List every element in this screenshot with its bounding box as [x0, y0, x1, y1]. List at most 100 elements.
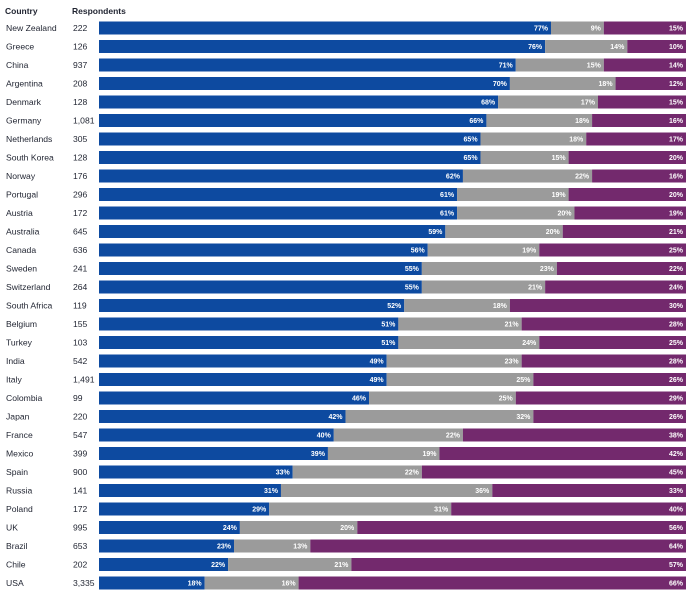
bar-value-label: 24%: [669, 285, 684, 292]
respondents-value: 653: [73, 541, 88, 551]
bar-segment-1: [99, 576, 205, 590]
respondents-value: 220: [73, 412, 88, 422]
country-label: Germany: [6, 116, 42, 126]
bar-segment-3: [592, 169, 686, 183]
bar-segment-1: [99, 428, 334, 442]
bar-segment-3: [539, 243, 686, 257]
bar-segment-2: [498, 95, 598, 109]
bar-value-label: 65%: [464, 137, 479, 144]
bar-segment-2: [457, 188, 569, 201]
country-label: Norway: [6, 171, 36, 181]
bar-value-label: 23%: [540, 266, 555, 273]
bar-segment-1: [99, 58, 516, 72]
bar-segment-2: [369, 391, 516, 405]
bar-value-label: 65%: [464, 155, 479, 162]
country-label: Colombia: [6, 393, 43, 403]
bar-segment-2: [445, 225, 563, 238]
bar-value-label: 19%: [552, 192, 567, 199]
bar-value-label: 24%: [522, 340, 537, 347]
bar-segment-1: [99, 77, 510, 90]
bar-value-label: 22%: [405, 470, 420, 477]
country-label: New Zealand: [6, 23, 57, 33]
bar-segment-3: [568, 151, 686, 164]
bar-value-label: 10%: [669, 44, 684, 51]
respondents-value: 176: [73, 171, 88, 181]
bar-value-label: 23%: [505, 359, 520, 366]
respondents-value: 241: [73, 264, 88, 274]
bar-segment-1: [99, 188, 458, 201]
country-label: Chile: [6, 560, 26, 570]
respondents-value: 296: [73, 190, 88, 200]
bar-value-label: 33%: [669, 488, 684, 495]
country-label: UK: [6, 523, 18, 533]
bar-value-label: 9%: [591, 26, 602, 33]
bar-value-label: 18%: [575, 118, 590, 125]
bar-segment-3: [603, 58, 686, 72]
bar-value-label: 22%: [211, 562, 226, 569]
bar-segment-3: [574, 206, 686, 220]
bar-segment-1: [99, 539, 235, 553]
bar-segment-1: [99, 373, 387, 386]
bar-segment-2: [550, 21, 604, 35]
bar-segment-2: [486, 114, 593, 127]
bar-segment-3: [357, 521, 686, 534]
respondents-value: 155: [73, 319, 88, 329]
bar-segment-1: [99, 317, 399, 331]
country-label: Denmark: [6, 97, 42, 107]
country-label: Belgium: [6, 319, 37, 329]
country-label: France: [6, 430, 33, 440]
bar-value-label: 20%: [557, 211, 572, 218]
bar-value-label: 13%: [293, 544, 308, 551]
bar-value-label: 51%: [381, 340, 396, 347]
bar-value-label: 76%: [528, 44, 543, 51]
bar-segment-1: [99, 132, 481, 146]
bar-value-label: 32%: [516, 414, 531, 421]
bar-segment-2: [345, 410, 534, 423]
country-label: Mexico: [6, 449, 33, 459]
bar-value-label: 25%: [499, 396, 514, 403]
bar-value-label: 68%: [481, 100, 496, 107]
bar-value-label: 29%: [669, 396, 684, 403]
bar-segment-1: [99, 410, 346, 423]
respondents-value: 995: [73, 523, 88, 533]
bar-segment-3: [545, 280, 686, 294]
country-label: Sweden: [6, 264, 37, 274]
country-label: South Korea: [6, 153, 54, 163]
bar-value-label: 29%: [252, 507, 267, 514]
bar-value-label: 62%: [446, 174, 461, 181]
bar-value-label: 25%: [669, 248, 684, 255]
bar-segment-2: [515, 58, 604, 72]
bar-value-label: 56%: [411, 248, 426, 255]
bar-segment-2: [427, 243, 540, 257]
country-label: India: [6, 356, 25, 366]
bar-value-label: 17%: [581, 100, 596, 107]
country-label: Poland: [6, 504, 33, 514]
bar-segment-3: [310, 539, 686, 553]
bar-segment-3: [568, 188, 686, 201]
bar-segment-3: [521, 354, 686, 368]
bar-value-label: 57%: [669, 562, 684, 569]
bar-value-label: 25%: [516, 377, 531, 384]
respondents-value: 547: [73, 430, 88, 440]
respondents-value: 208: [73, 79, 88, 89]
bar-segment-1: [99, 151, 481, 164]
country-label: Portugal: [6, 190, 38, 200]
bar-segment-1: [99, 206, 458, 220]
bar-value-label: 59%: [428, 229, 443, 236]
respondents-value: 645: [73, 227, 88, 237]
bar-value-label: 17%: [669, 137, 684, 144]
bar-segment-3: [451, 502, 686, 516]
bar-segment-2: [234, 539, 311, 553]
bar-value-label: 14%: [669, 63, 684, 70]
bar-value-label: 38%: [669, 433, 684, 440]
bar-segment-2: [480, 132, 587, 146]
bar-value-label: 33%: [276, 470, 291, 477]
country-label: South Africa: [6, 301, 53, 311]
bar-value-label: 24%: [223, 525, 238, 532]
country-label: Turkey: [6, 338, 33, 348]
bar-value-label: 20%: [546, 229, 561, 236]
bar-segment-1: [99, 447, 328, 460]
bar-value-label: 21%: [334, 562, 349, 569]
bar-segment-2: [327, 447, 440, 460]
bar-segment-1: [99, 391, 370, 405]
